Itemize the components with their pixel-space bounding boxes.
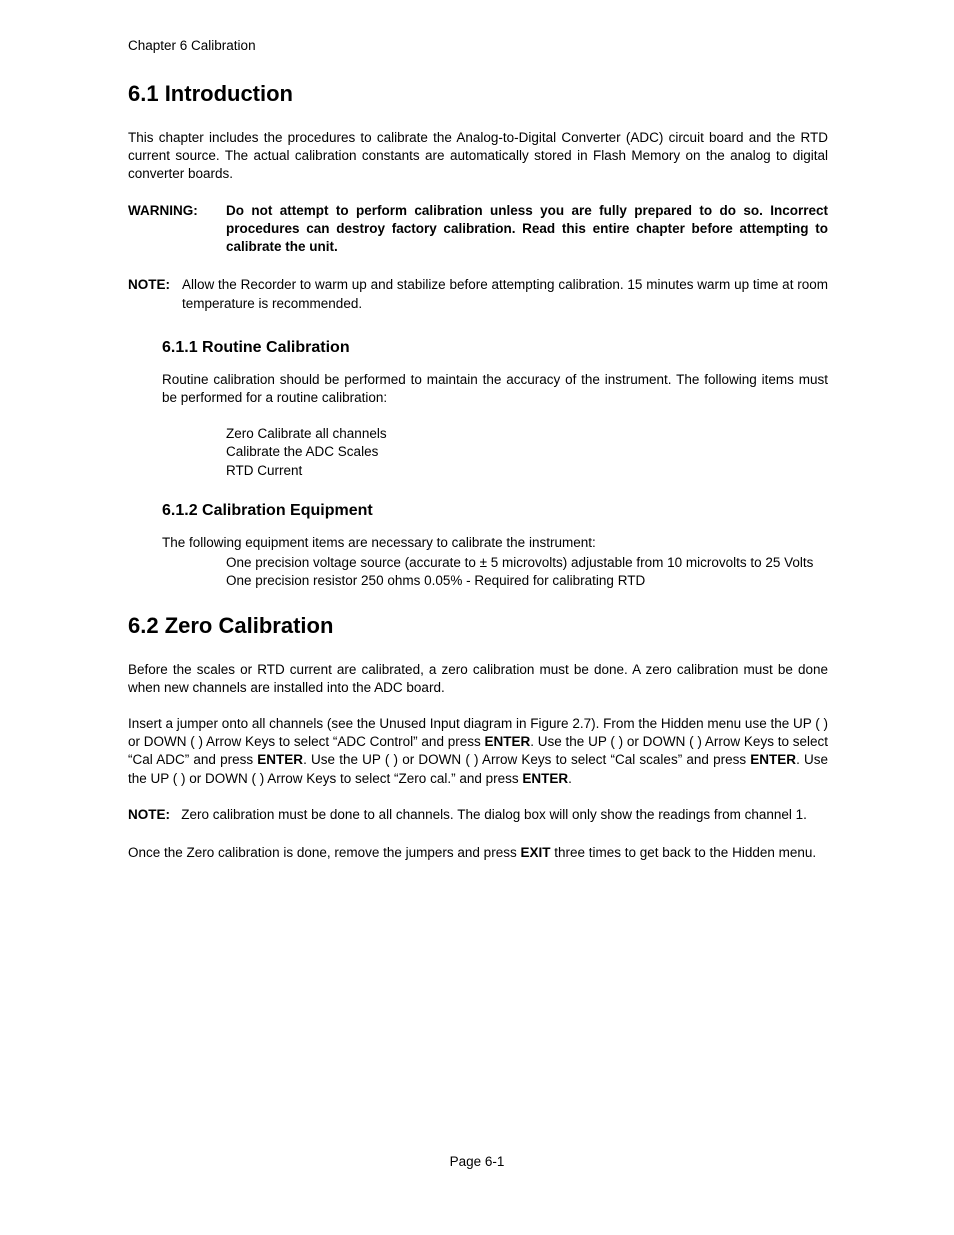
procedure-segment: . Use the UP ( ) or DOWN ( ) Arrow Keys …: [303, 752, 750, 767]
list-item: RTD Current: [226, 462, 828, 480]
note-label: NOTE:: [128, 807, 170, 822]
zero-cal-final: Once the Zero calibration is done, remov…: [128, 844, 828, 862]
final-segment: three times to get back to the Hidden me…: [550, 845, 816, 860]
section-6-2-heading: 6.2 Zero Calibration: [128, 613, 828, 639]
exit-key: EXIT: [520, 845, 550, 860]
enter-key: ENTER: [522, 771, 568, 786]
warning-label: WARNING:: [128, 202, 226, 257]
warning-block: WARNING: Do not attempt to perform calib…: [128, 202, 828, 257]
subsection-6-1-2-heading: 6.1.2 Calibration Equipment: [162, 502, 828, 520]
enter-key: ENTER: [485, 734, 531, 749]
routine-cal-list: Zero Calibrate all channels Calibrate th…: [226, 425, 828, 480]
intro-paragraph: This chapter includes the procedures to …: [128, 129, 828, 184]
zero-cal-para1: Before the scales or RTD current are cal…: [128, 661, 828, 697]
subsection-6-1-1-heading: 6.1.1 Routine Calibration: [162, 339, 828, 357]
subsection-6-1-1: 6.1.1 Routine Calibration Routine calibr…: [162, 339, 828, 480]
chapter-header: Chapter 6 Calibration: [128, 38, 828, 53]
page-footer: Page 6-1: [0, 1154, 954, 1169]
note-label: NOTE:: [128, 276, 182, 312]
enter-key: ENTER: [257, 752, 303, 767]
note-block-1: NOTE: Allow the Recorder to warm up and …: [128, 276, 828, 312]
zero-cal-procedure: Insert a jumper onto all channels (see t…: [128, 715, 828, 788]
final-segment: Once the Zero calibration is done, remov…: [128, 845, 520, 860]
subsection-6-1-2: 6.1.2 Calibration Equipment The followin…: [162, 502, 828, 591]
procedure-segment: .: [568, 771, 572, 786]
subsection-6-1-2-para: The following equipment items are necess…: [162, 534, 828, 552]
note-block-2: NOTE: Zero calibration must be done to a…: [128, 806, 828, 824]
subsection-6-1-1-para: Routine calibration should be performed …: [162, 371, 828, 407]
list-item: One precision voltage source (accurate t…: [226, 554, 828, 572]
enter-key: ENTER: [750, 752, 796, 767]
page-content: Chapter 6 Calibration 6.1 Introduction T…: [128, 38, 828, 880]
section-6-1-heading: 6.1 Introduction: [128, 81, 828, 107]
list-item: Zero Calibrate all channels: [226, 425, 828, 443]
note-text: Allow the Recorder to warm up and stabil…: [182, 276, 828, 312]
warning-text: Do not attempt to perform calibration un…: [226, 202, 828, 257]
equipment-list: One precision voltage source (accurate t…: [226, 554, 828, 590]
note-text: Zero calibration must be done to all cha…: [181, 807, 807, 822]
list-item: One precision resistor 250 ohms 0.05% - …: [226, 572, 828, 590]
list-item: Calibrate the ADC Scales: [226, 443, 828, 461]
